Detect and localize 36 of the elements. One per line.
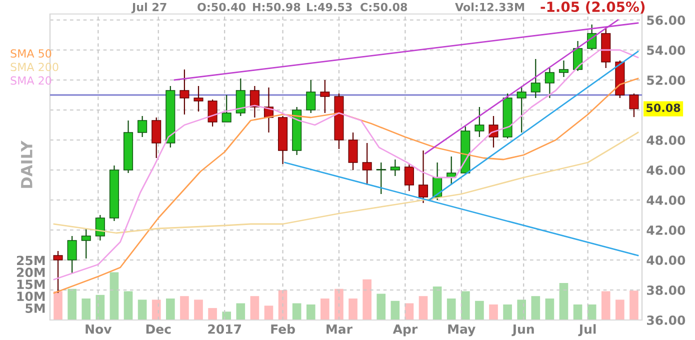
x-tick-label: Apr xyxy=(392,324,418,336)
text: SMA 50 xyxy=(10,49,52,58)
text: C:50.08 xyxy=(360,2,408,12)
y2-tick-label: 10M xyxy=(17,292,45,302)
x-tick-label: May xyxy=(448,324,476,336)
x-tick-label: Dec xyxy=(146,324,171,334)
text: O:50.40 xyxy=(198,2,246,12)
text: L:49.53 xyxy=(307,2,352,12)
y-tick-label: 52.00 xyxy=(647,75,686,85)
text: H:50.98 xyxy=(253,2,300,12)
x-tick-label: Jun xyxy=(512,324,534,336)
text: -1.05 (2.05%) xyxy=(540,1,645,14)
text: SMA 200 xyxy=(10,62,58,72)
x-tick-label: Feb xyxy=(271,324,295,334)
y2-tick-label: 20M xyxy=(16,268,45,278)
text: Jul 27 xyxy=(131,2,166,14)
y-tick-label: 42.00 xyxy=(646,225,686,235)
y-tick-label: 44.00 xyxy=(646,195,686,205)
y-tick-label: 54.00 xyxy=(647,45,686,55)
text: DAILY xyxy=(21,140,32,188)
y-tick-label: 38.00 xyxy=(647,285,686,295)
x-tick-label: Nov xyxy=(86,324,112,334)
y-tick-label: 36.00 xyxy=(647,315,686,325)
y-tick-label: 48.00 xyxy=(646,135,686,145)
y-tick-label: 56.00 xyxy=(647,15,686,25)
y2-tick-label: 5M xyxy=(26,304,45,313)
text: Vol:12.33M xyxy=(455,2,524,12)
x-tick-label: Jul xyxy=(578,324,596,336)
text: SMA 20 xyxy=(10,76,52,85)
y-tick-label: 46.00 xyxy=(646,165,686,175)
annotation: 50.08 xyxy=(646,104,680,112)
y2-tick-label: 15M xyxy=(17,280,45,290)
x-tick-label: Mar xyxy=(326,324,352,334)
y2-tick-label: 25M xyxy=(16,256,45,266)
y-tick-label: 40.00 xyxy=(646,255,686,265)
x-tick-label: 2017 xyxy=(208,324,241,334)
